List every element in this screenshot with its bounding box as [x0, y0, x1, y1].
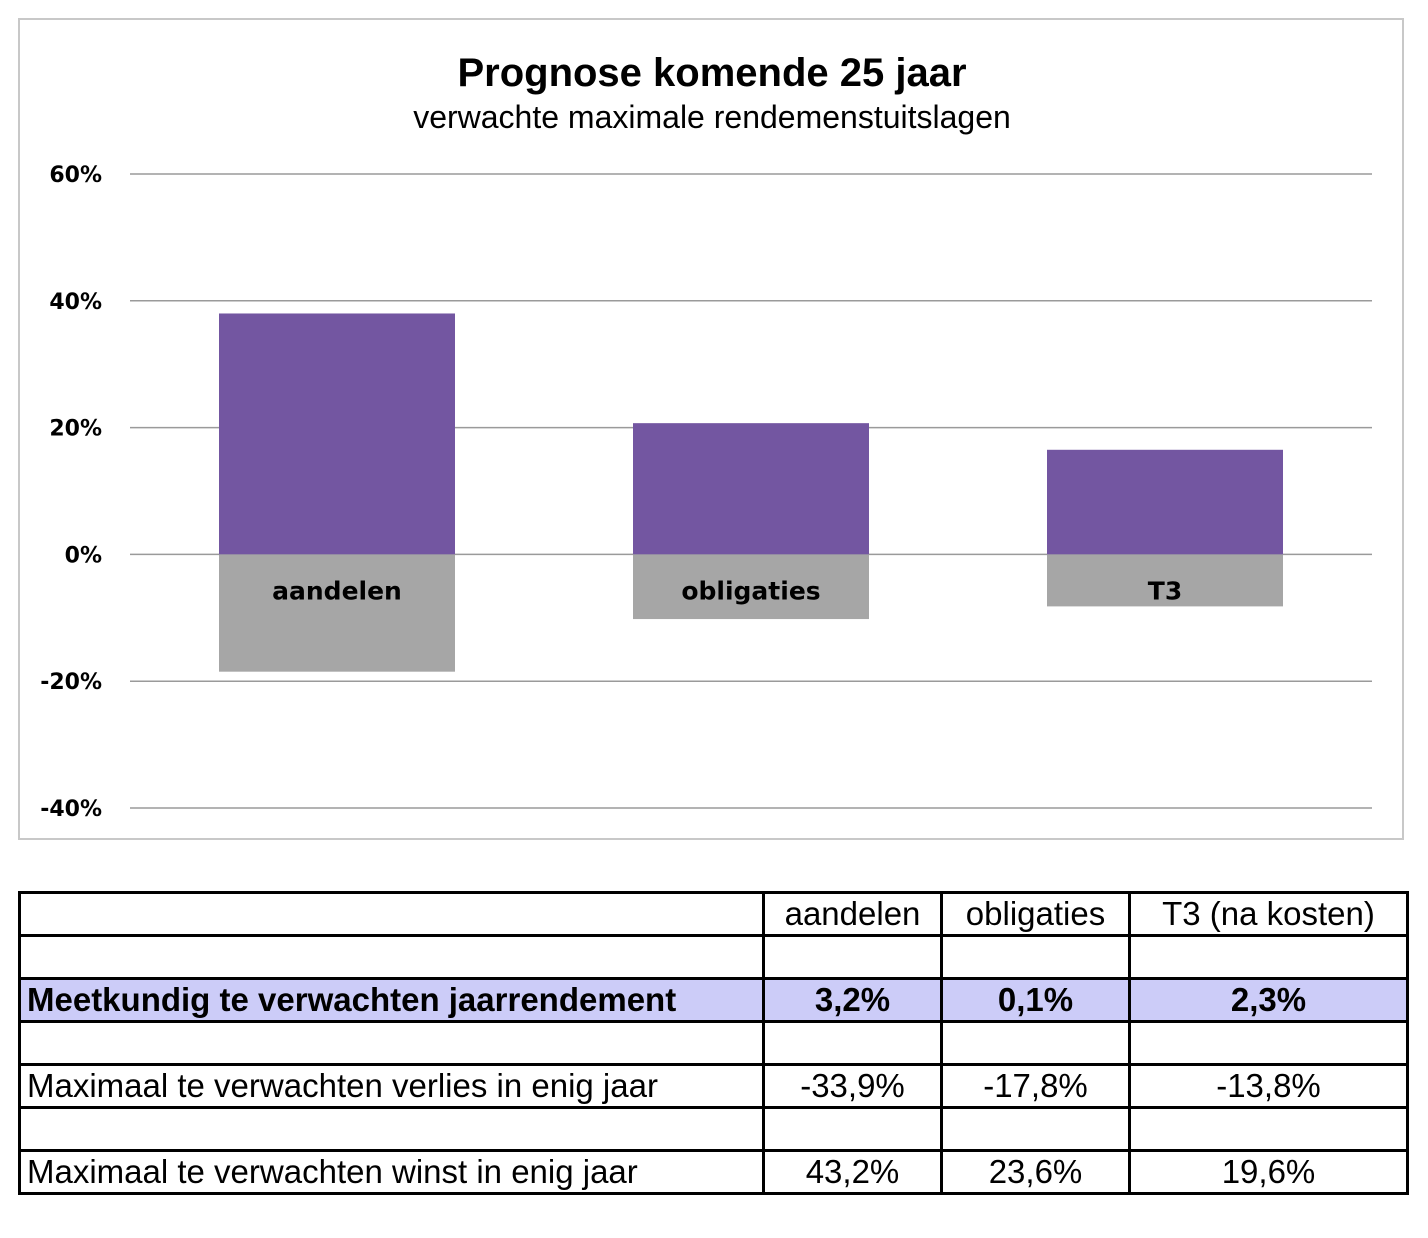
value-cell [762, 1106, 943, 1152]
category-labels: aandelen obligaties T3 [272, 576, 1182, 605]
returns-table: aandelen obligaties T3 (na kosten) Meetkund… [18, 891, 1409, 1195]
value-cell: 3,2% [762, 977, 943, 1023]
chart-title: Prognose komende 25 jaar [457, 51, 966, 95]
value-cell [1128, 1106, 1409, 1152]
row-label-cell: Meetkundig te verwachten jaarrendement [18, 977, 765, 1023]
table-row [18, 934, 1409, 980]
chart-panel: Prognose komende 25 jaar verwachte maxim… [18, 18, 1404, 840]
value-cell: 43,2% [762, 1149, 943, 1195]
value-cell [940, 934, 1131, 980]
value-cell: -33,9% [762, 1063, 943, 1109]
row-label-cell: Maximaal te verwachten winst in enig jaa… [18, 1149, 765, 1195]
bar-obligaties-negative [633, 554, 869, 620]
table-header-row: aandelen obligaties T3 (na kosten) [18, 891, 1409, 937]
bar-aandelen-positive [219, 313, 455, 555]
value-cell [762, 934, 943, 980]
bar-obligaties-positive [633, 423, 869, 555]
chart-subtitle: verwachte maximale rendemenstuitslagen [413, 99, 1011, 135]
value-cell: 2,3% [1128, 977, 1409, 1023]
category-label: aandelen [272, 576, 402, 605]
row-label-cell: Maximaal te verwachten verlies in enig j… [18, 1063, 765, 1109]
value-cell: 0,1% [940, 977, 1131, 1023]
category-label: T3 [1148, 576, 1182, 605]
table-row: Maximaal te verwachten verlies in enig j… [18, 1063, 1409, 1109]
bar-T3-positive [1047, 449, 1283, 555]
value-cell: T3 (na kosten) [1128, 891, 1409, 937]
bar-aandelen-negative [219, 554, 455, 672]
row-label-cell [18, 891, 765, 937]
bar-T3-negative [1047, 554, 1283, 607]
value-cell: -13,8% [1128, 1063, 1409, 1109]
table-row [18, 1020, 1409, 1066]
bar-chart: Prognose komende 25 jaar verwachte maxim… [40, 51, 1372, 822]
table-row: Meetkundig te verwachten jaarrendement 3,… [18, 977, 1409, 1023]
y-tick-label: 0% [65, 543, 102, 568]
y-tick-label: 20% [49, 417, 102, 442]
table-row [18, 1106, 1409, 1152]
y-tick-label: 60% [49, 163, 102, 188]
y-tick-label: -40% [40, 797, 102, 822]
y-axis-ticks: 60% 40% 20% 0% -20% -40% [40, 163, 102, 822]
bars [219, 313, 1283, 672]
category-label: obligaties [681, 576, 820, 605]
row-label-cell [18, 934, 765, 980]
value-cell [1128, 1020, 1409, 1066]
value-cell [940, 1106, 1131, 1152]
y-tick-label: 40% [49, 290, 102, 315]
y-tick-label: -20% [40, 670, 102, 695]
value-cell [940, 1020, 1131, 1066]
value-cell: -17,8% [940, 1063, 1131, 1109]
value-cell [762, 1020, 943, 1066]
table-row: Maximaal te verwachten winst in enig jaa… [18, 1149, 1409, 1195]
value-cell: aandelen [762, 891, 943, 937]
value-cell [1128, 934, 1409, 980]
value-cell: 23,6% [940, 1149, 1131, 1195]
value-cell: 19,6% [1128, 1149, 1409, 1195]
row-label-cell [18, 1020, 765, 1066]
value-cell: obligaties [940, 891, 1131, 937]
row-label-cell [18, 1106, 765, 1152]
